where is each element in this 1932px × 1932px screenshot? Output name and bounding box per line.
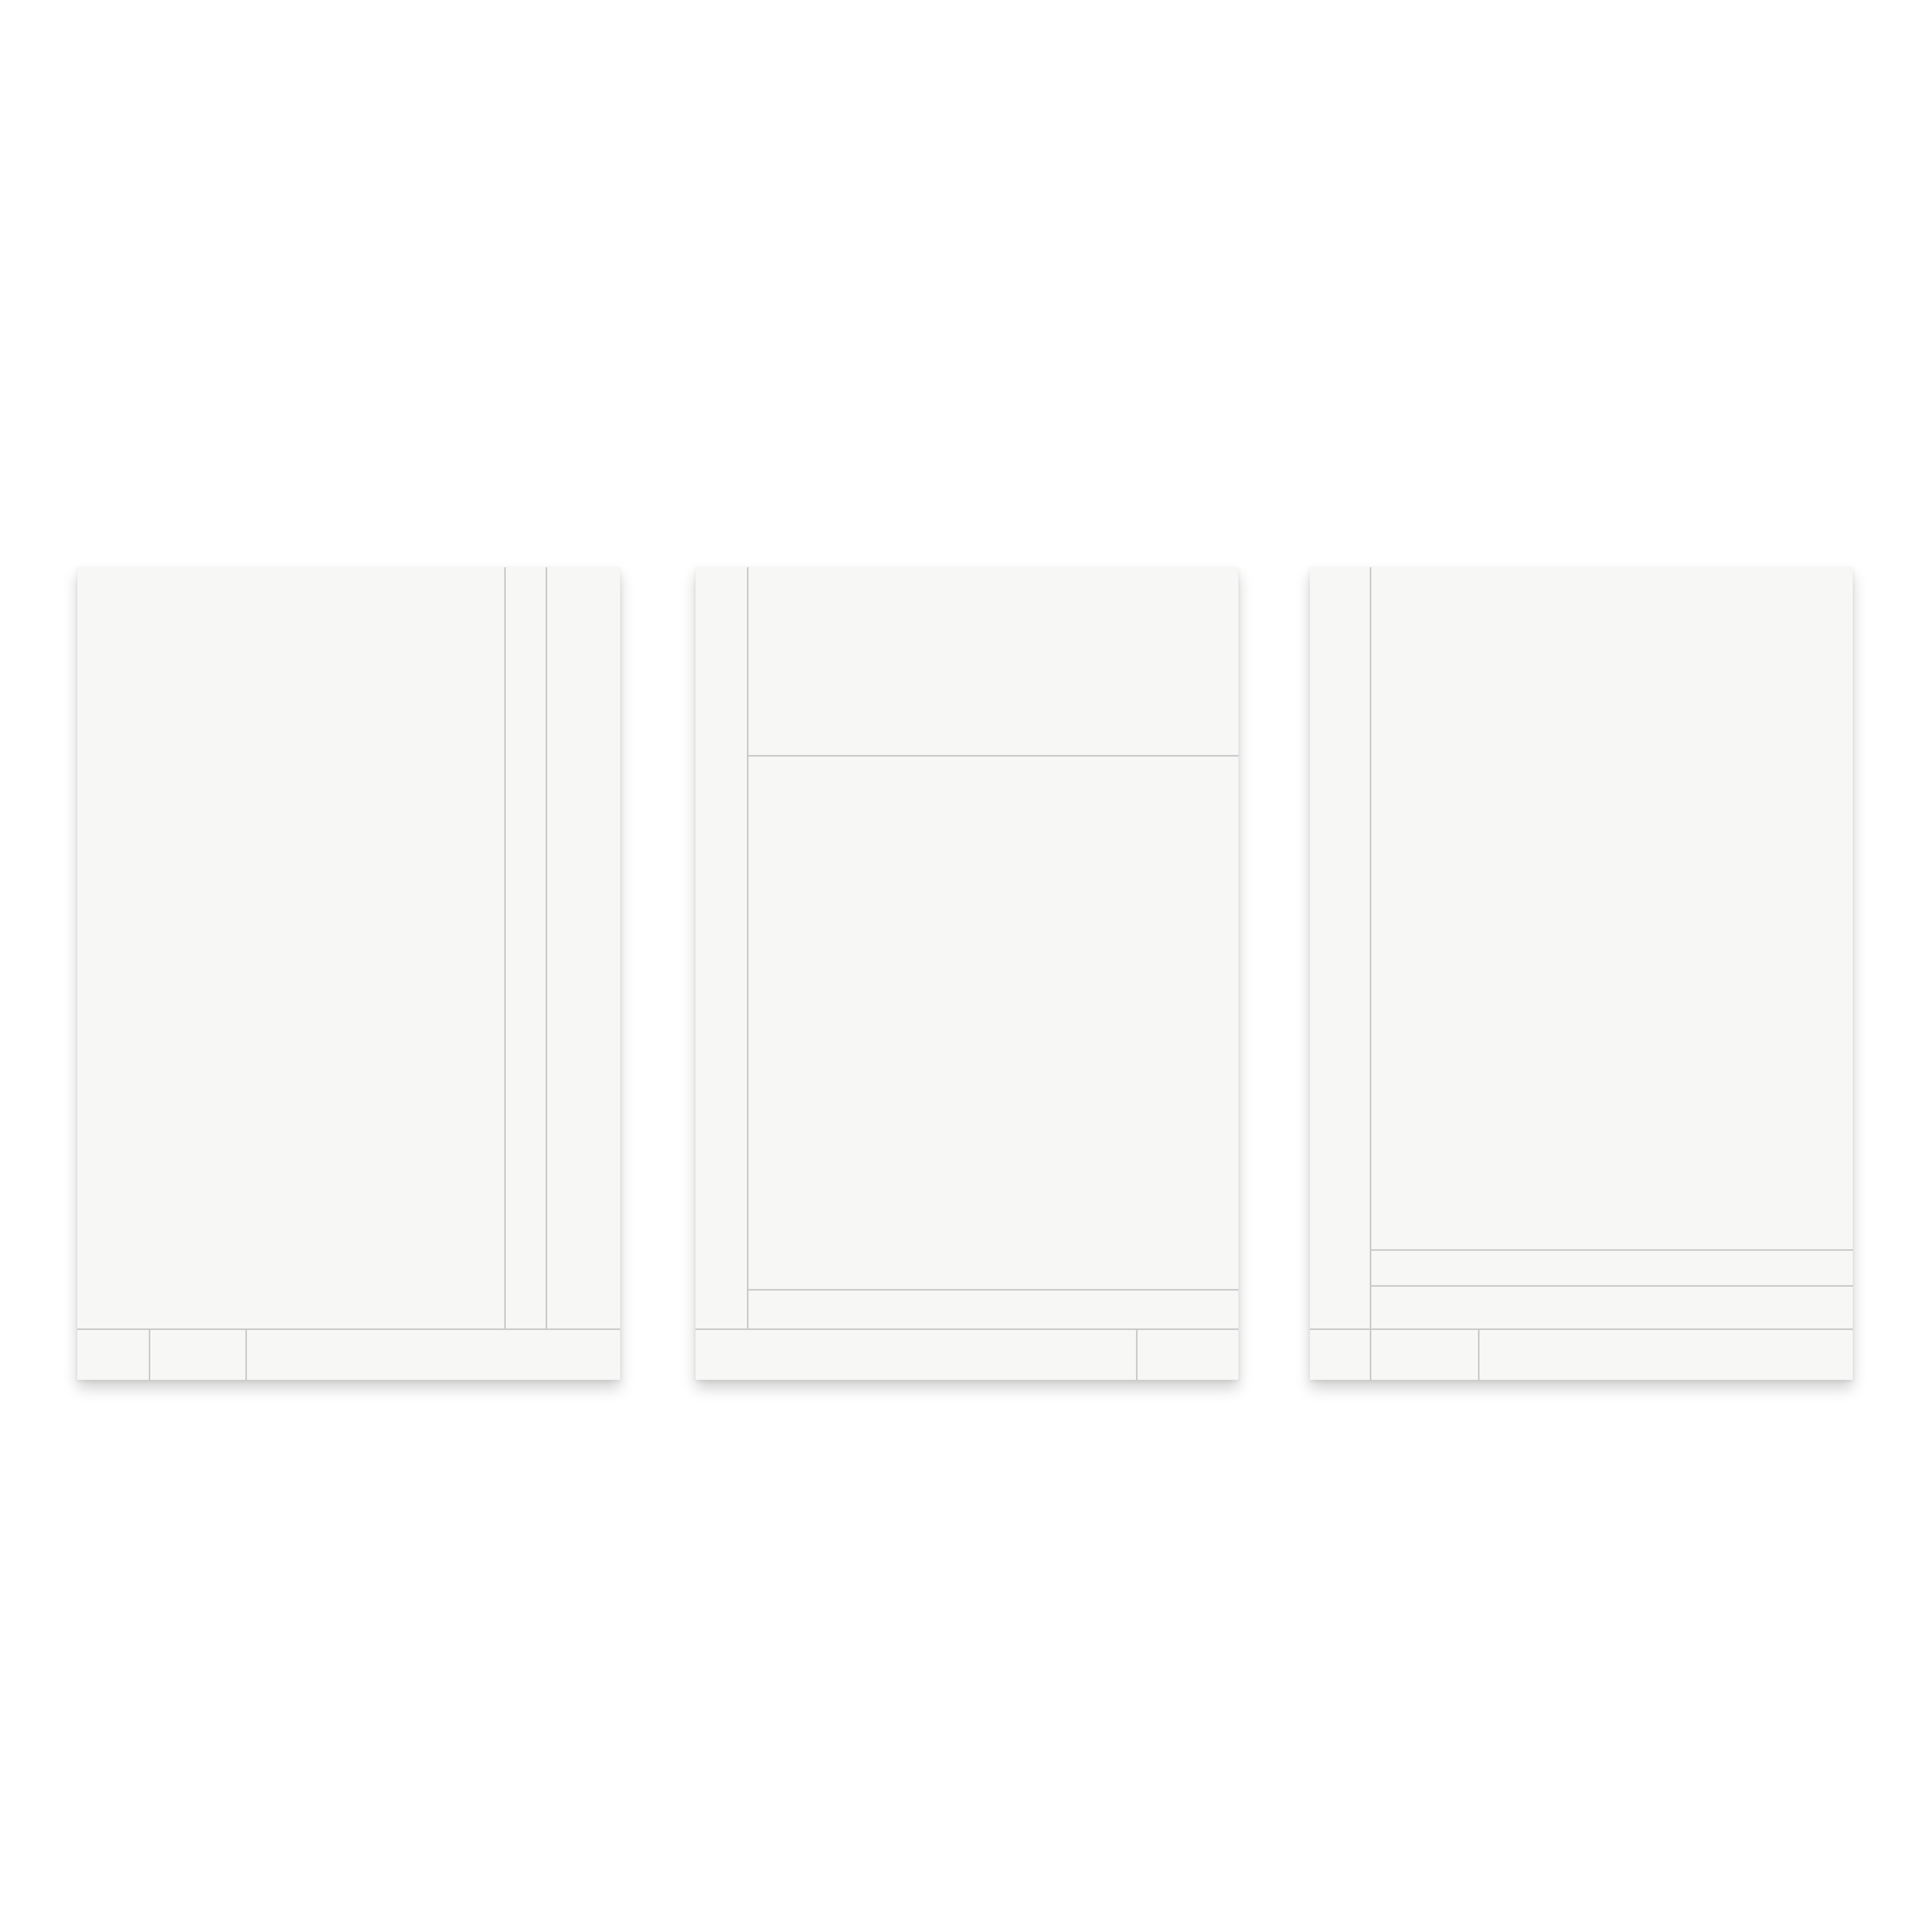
book-cover-vol3 — [1310, 567, 1853, 1380]
scattered-dots-artwork — [77, 567, 620, 1380]
book-cover-vol1 — [77, 567, 620, 1380]
water-drop-artwork — [1310, 567, 1853, 1380]
italy-map-artwork — [696, 567, 1238, 1380]
book-cover-vol2 — [696, 567, 1238, 1380]
